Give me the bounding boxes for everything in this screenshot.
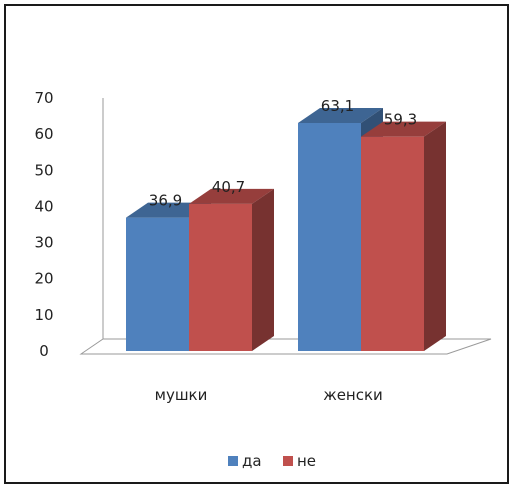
legend: да не	[228, 452, 316, 470]
legend-swatch	[283, 456, 293, 466]
legend-label: не	[297, 452, 316, 470]
y-tick-label: 40	[34, 197, 53, 215]
data-label: 40,7	[212, 178, 245, 196]
category-label: женски	[323, 386, 383, 404]
category-label: мушки	[155, 386, 208, 404]
bar-side	[424, 121, 446, 352]
y-tick-label: 50	[34, 161, 53, 179]
y-tick-label: 0	[39, 342, 49, 360]
floor-outline	[79, 338, 492, 355]
bar	[126, 202, 211, 351]
y-tick-label: 20	[34, 270, 53, 288]
data-label: 36,9	[149, 192, 182, 210]
y-tick-label: 60	[34, 125, 53, 143]
bar-front	[298, 122, 361, 351]
y-tick-label: 70	[34, 89, 53, 107]
data-label: 63,1	[321, 97, 354, 115]
y-tick-label: 30	[34, 234, 53, 252]
bar-top	[361, 121, 446, 137]
x-axis: мушки женски	[155, 386, 383, 404]
legend-item: да	[228, 452, 262, 470]
y-axis: 0 10 20 30 40 50 60 70	[34, 89, 53, 360]
legend-item: не	[283, 452, 316, 470]
bar	[189, 188, 274, 351]
data-label: 59,3	[384, 111, 417, 129]
bar	[361, 121, 446, 352]
legend-label: да	[242, 452, 262, 470]
bar-top	[189, 188, 274, 204]
bar-chart: 0 10 20 30 40 50 60 70 36,9 40,7 63,1 59,3 мушки же…	[34, 89, 492, 470]
bar-side	[252, 188, 274, 351]
legend-swatch	[228, 456, 238, 466]
bar-front	[189, 203, 252, 351]
bars	[126, 107, 446, 352]
bar-top	[298, 107, 383, 123]
y-tick-label: 10	[34, 306, 53, 324]
data-labels: 36,9 40,7 63,1 59,3	[149, 97, 417, 210]
chart-frame: 0 10 20 30 40 50 60 70 36,9 40,7 63,1 59,3 мушки же…	[4, 4, 509, 484]
chart-floor	[79, 98, 492, 355]
bar-front	[361, 136, 424, 351]
bar-front	[126, 217, 189, 351]
